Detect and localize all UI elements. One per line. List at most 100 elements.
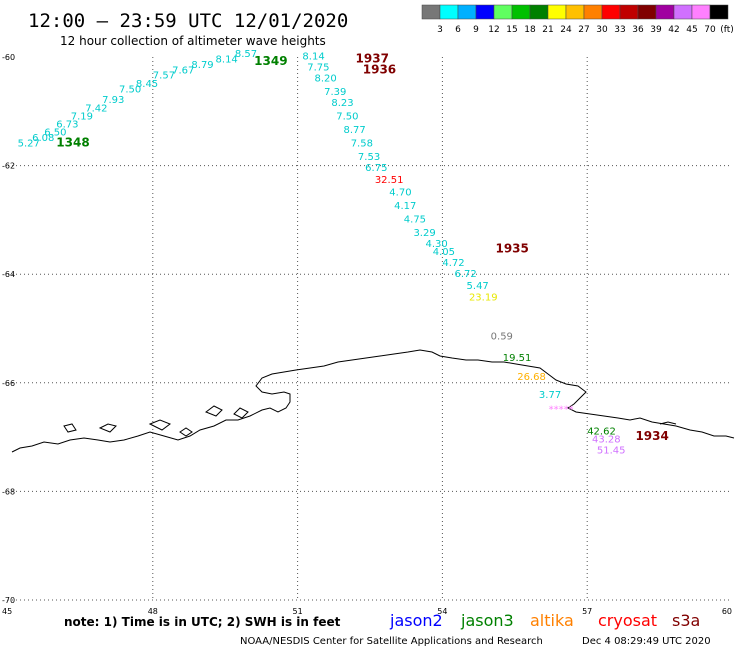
colorbar-swatch — [637, 4, 657, 20]
colorbar-swatch — [583, 4, 603, 20]
wave-height-value: 6.75 — [365, 163, 387, 174]
pass-time-label: 1935 — [495, 241, 528, 255]
colorbar-label: (ft) — [720, 25, 734, 35]
wave-height-value: 4.75 — [404, 215, 426, 226]
wave-height-value: 7.58 — [351, 139, 373, 150]
colorbar-swatch — [673, 4, 693, 20]
colorbar-label: 6 — [455, 25, 461, 35]
colorbar-label: 12 — [488, 25, 499, 35]
wave-height-value: 6.08 — [32, 133, 54, 144]
colorbar-label: 30 — [596, 25, 608, 35]
colorbar-label: 24 — [560, 25, 572, 35]
wave-height-value: 43.28 — [592, 435, 621, 446]
wave-height-value: 8.57 — [235, 49, 257, 60]
altimeter-values: 5.276.086.506.737.197.427.93 7.50 8.457.57… — [18, 49, 626, 456]
colorbar-label: 21 — [542, 25, 553, 35]
y-tick-label: -64 — [2, 270, 15, 279]
colorbar-swatch — [601, 4, 621, 20]
wave-height-value: 0.59 — [491, 331, 513, 342]
wave-height-value: 4.30 — [426, 239, 448, 250]
wave-height-value: 3.29 — [413, 228, 435, 239]
colorbar-label: 18 — [524, 25, 536, 35]
wave-height-value: 4.05 — [433, 247, 455, 258]
pass-time-label: 1937 — [356, 51, 389, 65]
satellite-cryosat: cryosat — [598, 611, 657, 630]
colorbar-swatch — [709, 4, 729, 20]
x-tick-label: 48 — [148, 607, 158, 616]
pass-time-label: 1348 — [56, 136, 89, 150]
wave-height-value: 23.19 — [469, 292, 498, 303]
wave-height-value: 32.51 — [375, 175, 404, 186]
colorbar-swatch — [655, 4, 675, 20]
wave-height-value: 7.75 — [307, 63, 329, 74]
x-tick-label: 57 — [582, 607, 592, 616]
colorbar-label: 3 — [437, 25, 443, 35]
wave-height-value: 8.79 — [191, 60, 213, 71]
x-tick-label: 51 — [293, 607, 303, 616]
colorbar-label: 36 — [632, 25, 644, 35]
wave-height-value: 7.42 — [85, 103, 107, 114]
lat-lon-grid: 45 48 51 54 57 60-60-62-64-66-68-70 — [2, 53, 732, 616]
wave-height-value: 7.53 — [358, 152, 380, 163]
colorbar-label: 15 — [506, 25, 517, 35]
wave-height-value: 6.50 — [44, 128, 66, 139]
colorbar-label: 45 — [686, 25, 697, 35]
colorbar-label: 9 — [473, 25, 479, 35]
wave-height-value: 51.45 — [597, 445, 626, 456]
wave-height-value: 8.14 — [216, 54, 238, 65]
colorbar-swatch — [493, 4, 513, 20]
wave-height-value: 7.39 — [324, 87, 346, 98]
wave-height-value: 26.68 — [517, 372, 546, 383]
x-tick-label: 45 — [2, 607, 12, 616]
chart-subtitle: 12 hour collection of altimeter wave hei… — [60, 34, 326, 48]
wave-height-value: 8.23 — [331, 98, 353, 109]
colorbar-swatch — [511, 4, 531, 20]
wave-height-value: 5.47 — [467, 281, 489, 292]
y-tick-label: -62 — [2, 162, 15, 171]
y-tick-label: -68 — [2, 487, 15, 496]
satellite-jason3: jason3 — [460, 611, 514, 630]
colorbar-swatch — [457, 4, 477, 20]
colorbar-swatch — [475, 4, 495, 20]
wave-height-value: 7.93 — [102, 95, 124, 106]
wave-height-value: 5.27 — [18, 139, 40, 150]
pass-time-label: 1934 — [635, 429, 668, 443]
wave-height-value: 4.17 — [394, 201, 416, 212]
colorbar-label: 70 — [704, 25, 716, 35]
chart-title: 12:00 – 23:59 UTC 12/01/2020 — [28, 10, 348, 32]
wave-height-value: 8.14 — [302, 52, 324, 63]
x-tick-label: 60 — [722, 607, 732, 616]
colorbar-swatch — [421, 4, 441, 20]
satellite-legend: jason2 jason3 altika cryosat s3a — [389, 611, 700, 630]
wave-height-value: 4.72 — [442, 258, 464, 269]
colorbar-swatch — [565, 4, 585, 20]
wave-height-value: 8.77 — [343, 125, 365, 136]
wave-height-value: 7.67 — [172, 65, 194, 76]
satellite-altika: altika — [530, 611, 574, 630]
satellite-s3a: s3a — [672, 611, 700, 630]
wave-height-value: 42.62 — [587, 426, 616, 437]
colorbar-swatch — [439, 4, 459, 20]
wave-height-value: 6.73 — [56, 120, 78, 131]
colorbar-label: 33 — [614, 25, 625, 35]
colorbar-label: 39 — [650, 25, 662, 35]
colorbar-swatch — [691, 4, 711, 20]
generated-timestamp: Dec 4 08:29:49 UTC 2020 — [582, 636, 711, 647]
pass-time-label: 1936 — [363, 62, 396, 76]
colorbar-label: 27 — [578, 25, 589, 35]
y-tick-label: -66 — [2, 379, 15, 388]
colorbar-swatch — [619, 4, 639, 20]
x-tick-label: 54 — [437, 607, 447, 616]
colorbar-swatch — [547, 4, 567, 20]
wave-height-value: 19.51 — [503, 353, 532, 364]
wave-height-value: 7.19 — [71, 111, 93, 122]
wave-height-value: 8.45 — [136, 79, 158, 90]
wave-height-value: 3.77 — [539, 390, 561, 401]
colorbar-swatch — [529, 4, 549, 20]
footer-note: note: 1) Time is in UTC; 2) SWH is in fe… — [64, 615, 341, 629]
wave-height-value: 7.50 — [336, 111, 358, 122]
wave-height-value: 6.72 — [454, 269, 476, 280]
wave-height-value: 7.57 — [153, 71, 175, 82]
